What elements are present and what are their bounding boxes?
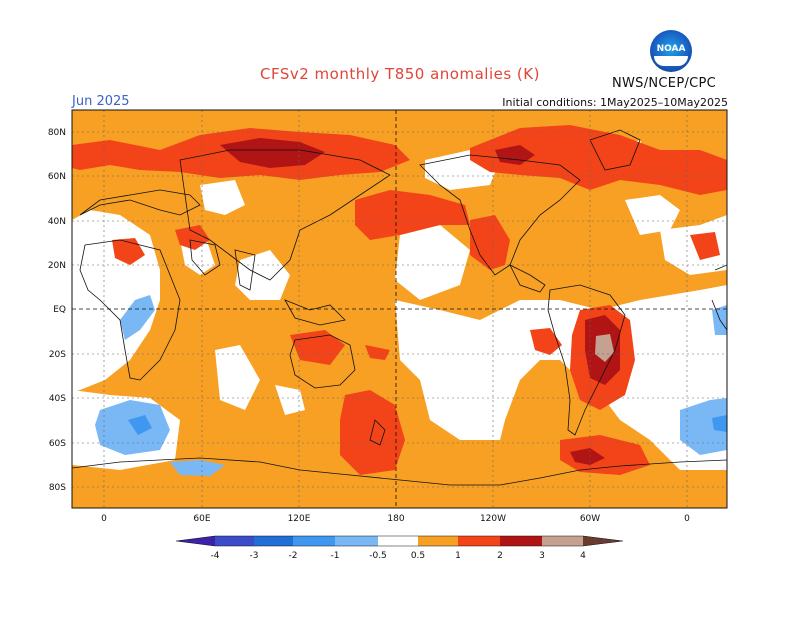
colorbar-label: -0.5 [369, 551, 387, 561]
forecast-month: Jun 2025 [72, 94, 130, 109]
anomaly-field [72, 110, 727, 508]
colorbar-segment [293, 536, 335, 546]
colorbar-label: 3 [539, 551, 545, 561]
colorbar-arrow-left [176, 536, 215, 546]
noaa-logo: NOAA [650, 30, 692, 72]
noaa-logo-text: NOAA [656, 44, 686, 54]
initial-conditions: Initial conditions: 1May2025–10May2025 [502, 96, 728, 109]
colorbar-label: -3 [250, 551, 259, 561]
colorbar-label: 4 [580, 551, 586, 561]
colorbar-segment [418, 536, 458, 546]
lat-lon-grid [72, 110, 727, 508]
lon-label: 60W [580, 514, 600, 524]
anomaly-neg-1-regions [128, 415, 727, 435]
longitude-labels: 0 60E 120E 180 120W 60W 0 [101, 514, 690, 524]
lon-label: 0 [684, 514, 690, 524]
colorbar-outline [175, 535, 624, 547]
lat-label: 60S [49, 439, 66, 449]
lat-label: 60N [48, 172, 66, 182]
lon-label: 180 [387, 514, 404, 524]
lat-label: 20N [48, 261, 66, 271]
map-frame [71, 109, 728, 509]
lon-label: 0 [101, 514, 107, 524]
agency-label: NWS/NCEP/CPC [612, 76, 717, 91]
colorbar-segment [378, 536, 418, 546]
coastlines [72, 129, 727, 486]
latitude-labels: 80N 60N 40N 20N EQ 20S 40S 60S 80S [48, 128, 66, 493]
colorbar-segment [500, 536, 542, 546]
lon-label: 120W [480, 514, 506, 524]
anomaly-neg-0-5-regions [95, 295, 727, 476]
colorbar-label: -1 [331, 551, 340, 561]
lon-label: 60E [193, 514, 210, 524]
lat-label: EQ [53, 305, 66, 315]
colorbar-label: 2 [497, 551, 503, 561]
lat-label: 80S [49, 483, 66, 493]
colorbar-segment [458, 536, 500, 546]
equator-dateline [72, 110, 727, 508]
lat-label: 40S [49, 394, 66, 404]
colorbar-arrow-right [583, 536, 623, 546]
anomaly-3k-region [595, 334, 614, 362]
colorbar-segment [335, 536, 378, 546]
logo-wave-icon [654, 56, 688, 66]
lat-label: 40N [48, 217, 66, 227]
colorbar: -4 -3 -2 -1 -0.5 0.5 1 2 3 4 [175, 535, 624, 561]
lat-label: 80N [48, 128, 66, 138]
colorbar-segment [254, 536, 293, 546]
colorbar-label: 0.5 [411, 551, 425, 561]
colorbar-label: -4 [211, 551, 220, 561]
lat-label: 20S [49, 350, 66, 360]
chart-title: CFSv2 monthly T850 anomalies (K) [260, 65, 540, 83]
lon-label: 120E [288, 514, 311, 524]
colorbar-label: 1 [455, 551, 461, 561]
colorbar-segment [215, 536, 254, 546]
colorbar-label: -2 [289, 551, 298, 561]
colorbar-segment [542, 536, 583, 546]
